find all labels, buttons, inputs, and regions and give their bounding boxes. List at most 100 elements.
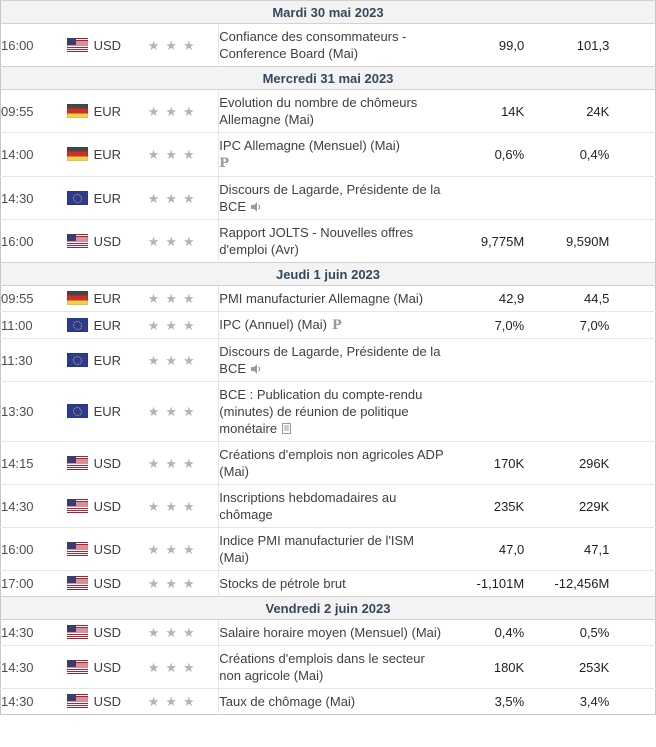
event-cell: Indice PMI manufacturier de l'ISM (Mai) [218, 527, 447, 571]
calendar-table: Mardi 30 mai 2023 16:00 USD ★ ★ ★ Confiance de… [0, 0, 656, 715]
event-time: 09:55 [0, 89, 67, 133]
star-icon: ★ [183, 233, 195, 249]
star-icon: ★ [183, 541, 195, 557]
importance-stars: ★ ★ ★ [144, 527, 219, 571]
star-icon: ★ [165, 317, 178, 333]
event-time: 09:55 [0, 285, 67, 312]
star-icon: ★ [165, 147, 178, 162]
forecast-value [466, 381, 525, 442]
event-row: 09:55 EUR ★ ★ ★ PMI manufacturier Allemagne (… [0, 285, 656, 312]
event-link[interactable]: BCE : Publication du compte-rendu (minut… [219, 387, 423, 436]
star-icon: ★ [183, 576, 195, 591]
event-time: 16:00 [0, 219, 67, 263]
row-spacer [609, 23, 656, 67]
actual-value [446, 619, 467, 646]
forecast-value: 170K [466, 441, 525, 485]
event-currency: USD [66, 688, 145, 715]
importance-stars: ★ ★ ★ [144, 688, 219, 715]
event-currency: EUR [66, 176, 145, 220]
forecast-value: -1,101M [466, 570, 525, 597]
event-cell: Stocks de pétrole brut [218, 570, 447, 597]
importance-stars: ★ ★ ★ [144, 484, 219, 528]
event-link[interactable]: Taux de chômage (Mai) [219, 694, 356, 709]
row-spacer [609, 89, 656, 133]
star-icon: ★ [147, 103, 160, 119]
event-row: 11:30 EUR ★ ★ ★ Discours de Lagarde, Présiden… [0, 338, 656, 382]
star-icon: ★ [165, 541, 178, 557]
event-cell: Salaire horaire moyen (Mensuel) (Mai) [218, 619, 447, 646]
star-icon: ★ [147, 541, 160, 557]
star-icon: ★ [147, 455, 160, 471]
star-icon: ★ [183, 455, 195, 471]
event-link[interactable]: Indice PMI manufacturier de l'ISM (Mai) [219, 533, 414, 565]
previous-value [524, 176, 610, 220]
event-link[interactable]: Confiance des consommateurs - Conference… [219, 29, 407, 61]
event-currency: USD [66, 219, 145, 263]
event-time: 14:30 [0, 176, 67, 220]
event-link[interactable]: Evolution du nombre de chômeurs Allemagn… [219, 95, 418, 127]
importance-stars: ★ ★ ★ [144, 645, 219, 689]
event-currency: EUR [66, 132, 145, 177]
star-icon: ★ [183, 404, 195, 419]
actual-value [446, 570, 467, 597]
currency-code: USD [93, 455, 122, 471]
event-currency: EUR [66, 381, 145, 442]
event-currency: USD [66, 484, 145, 528]
event-link[interactable]: Discours de Lagarde, Présidente de la BC… [219, 182, 441, 214]
star-icon: ★ [183, 190, 195, 206]
event-link[interactable]: Discours de Lagarde, Présidente de la BC… [219, 344, 441, 376]
row-spacer [609, 381, 656, 442]
event-currency: USD [66, 570, 145, 597]
event-cell: IPC (Annuel) (Mai) P [218, 311, 447, 339]
event-time: 14:15 [0, 441, 67, 485]
previous-value: -12,456M [524, 570, 610, 597]
event-row: 14:30 USD ★ ★ ★ Taux de chômage (Mai) 3,5% 3,4% [0, 688, 656, 715]
calendar-body: Mardi 30 mai 2023 16:00 USD ★ ★ ★ Confiance de… [0, 0, 656, 715]
importance-stars: ★ ★ ★ [144, 132, 219, 177]
previous-value: 44,5 [524, 285, 610, 312]
event-link[interactable]: Créations d'emplois non agricoles ADP (M… [219, 447, 444, 479]
row-spacer [609, 570, 656, 597]
actual-value [446, 285, 467, 312]
row-spacer [609, 338, 656, 382]
actual-value [446, 23, 467, 67]
event-link[interactable]: Salaire horaire moyen (Mensuel) (Mai) [219, 625, 442, 640]
flag-united-states-icon [66, 541, 88, 556]
star-icon: ★ [183, 352, 195, 368]
event-link[interactable]: IPC Allemagne (Mensuel) (Mai) [219, 138, 400, 153]
row-spacer [609, 311, 656, 339]
actual-value [446, 311, 467, 339]
event-cell: Créations d'emplois non agricoles ADP (M… [218, 441, 447, 485]
row-spacer [609, 441, 656, 485]
event-cell: PMI manufacturier Allemagne (Mai) [218, 285, 447, 312]
forecast-value: 180K [466, 645, 525, 689]
row-spacer [609, 219, 656, 263]
star-icon: ★ [165, 498, 178, 514]
importance-stars: ★ ★ ★ [144, 311, 219, 339]
event-time: 11:00 [0, 311, 67, 339]
event-time: 14:30 [0, 645, 67, 689]
event-link[interactable]: Stocks de pétrole brut [219, 576, 346, 591]
star-icon: ★ [165, 694, 178, 709]
forecast-value: 9,775M [466, 219, 525, 263]
event-link[interactable]: IPC (Annuel) (Mai) P [219, 317, 342, 333]
event-row: 17:00 USD ★ ★ ★ Stocks de pétrole brut -1,101M… [0, 570, 656, 597]
event-time: 14:30 [0, 619, 67, 646]
event-link[interactable]: PMI manufacturier Allemagne (Mai) [219, 291, 424, 306]
star-icon: ★ [183, 103, 195, 119]
currency-code: USD [93, 659, 122, 675]
currency-code: USD [93, 694, 122, 709]
actual-value [446, 441, 467, 485]
event-link[interactable]: Inscriptions hebdomadaires au chômage [219, 490, 397, 522]
event-link[interactable]: Créations d'emplois dans le secteur non … [219, 651, 425, 683]
event-currency: EUR [66, 311, 145, 339]
report-icon [282, 421, 292, 436]
event-currency: EUR [66, 285, 145, 312]
event-link[interactable]: Rapport JOLTS - Nouvelles offres d'emplo… [219, 225, 414, 257]
forecast-value [466, 176, 525, 220]
event-row: 16:00 USD ★ ★ ★ Rapport JOLTS - Nouvelles off… [0, 219, 656, 263]
speaker-icon [251, 361, 263, 376]
row-spacer [609, 285, 656, 312]
forecast-value: 3,5% [466, 688, 525, 715]
previous-value: 229K [524, 484, 610, 528]
